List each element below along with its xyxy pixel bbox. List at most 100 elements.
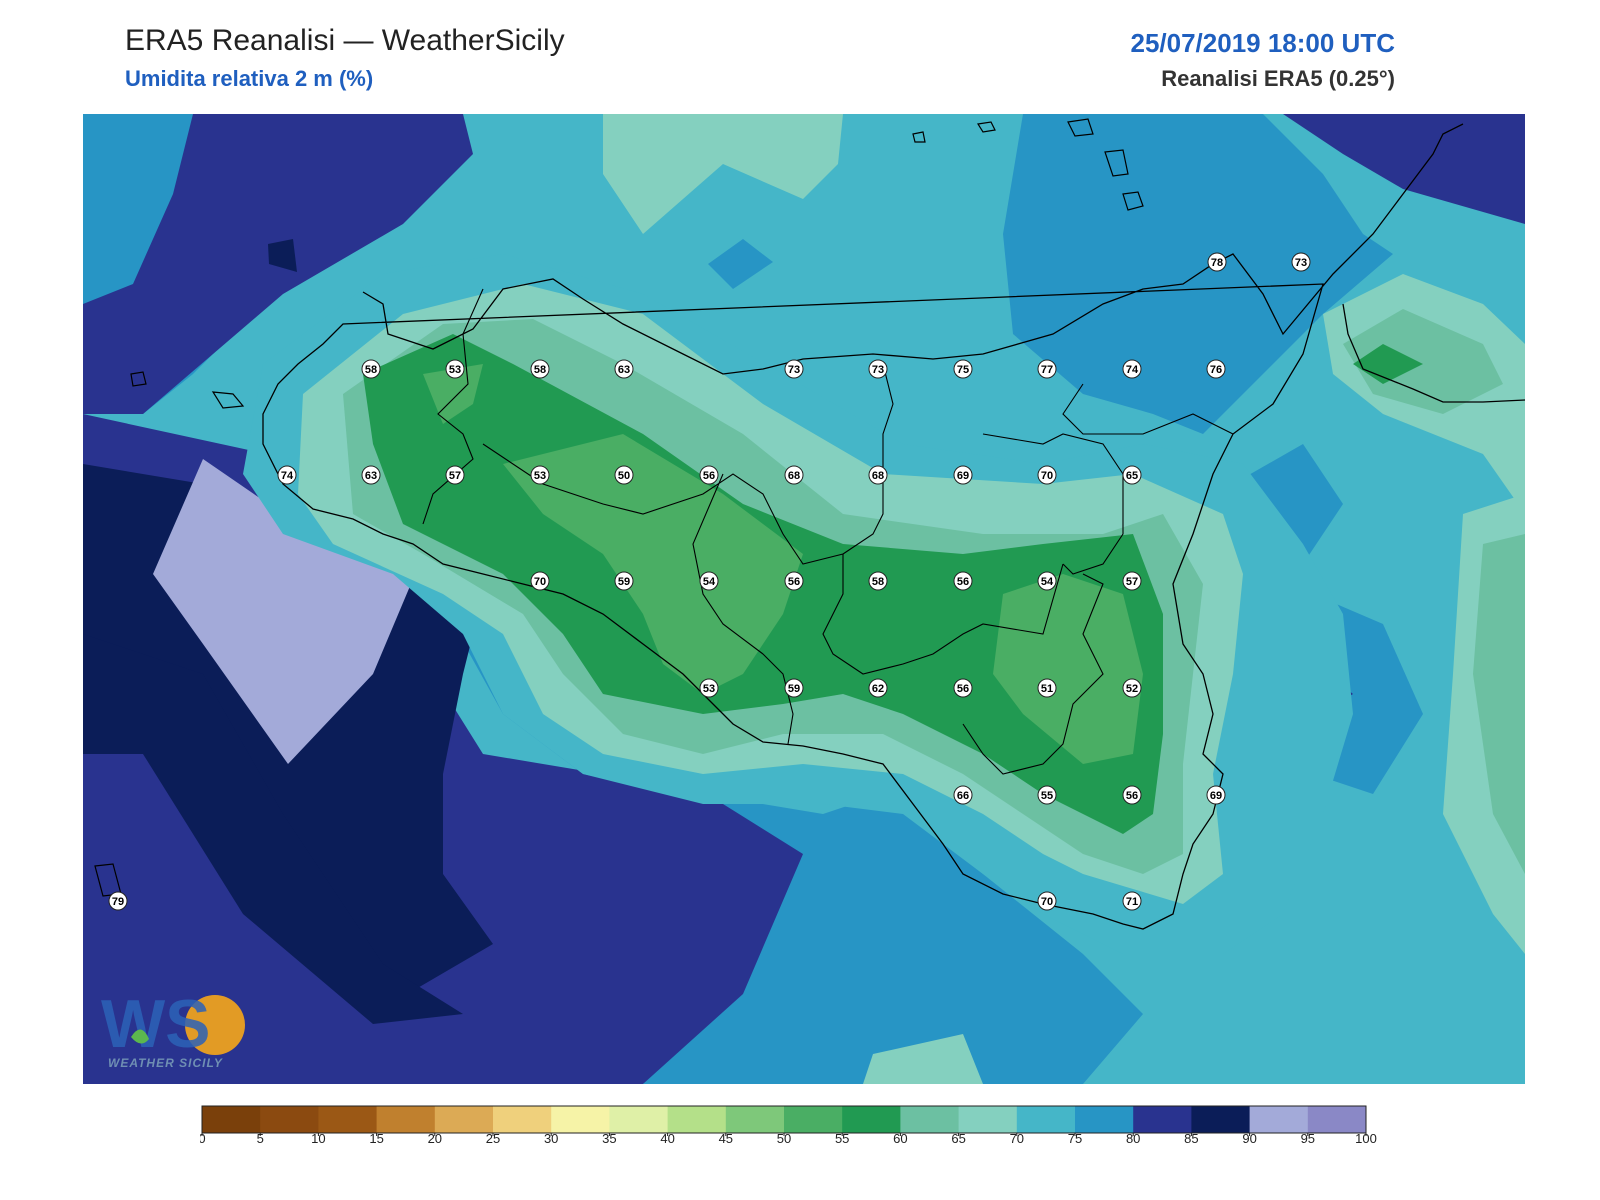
station-value: 79	[112, 896, 124, 908]
field-90-nw-small	[268, 239, 297, 272]
colorbar-tick-label: 90	[1242, 1131, 1256, 1145]
coastline-calabria	[1342, 303, 1525, 403]
station-marker: 70	[530, 571, 550, 591]
station-value: 70	[534, 576, 546, 588]
station-marker: 58	[868, 571, 888, 591]
station-value: 63	[618, 364, 630, 376]
field-80-south	[443, 514, 1143, 1084]
station-value: 70	[1041, 470, 1053, 482]
station-marker: 73	[868, 359, 888, 379]
station-value: 54	[1041, 576, 1054, 588]
station-marker: 59	[784, 678, 804, 698]
station-marker: 73	[1291, 252, 1311, 272]
station-marker: 54	[1037, 571, 1057, 591]
colorbar-cell	[260, 1106, 319, 1133]
station-value: 63	[365, 470, 377, 482]
station-value: 69	[1210, 790, 1222, 802]
colorbar-tick-label: 15	[369, 1131, 383, 1145]
station-marker: 55	[1037, 785, 1057, 805]
station-marker: 59	[614, 571, 634, 591]
station-marker: 63	[361, 465, 381, 485]
colorbar-cell	[202, 1106, 261, 1133]
station-value: 57	[449, 470, 461, 482]
map-datetime: 25/07/2019 18:00 UTC	[1130, 28, 1395, 58]
station-value: 52	[1126, 683, 1138, 695]
station-marker: 51	[1037, 678, 1057, 698]
colorbar-tick-label: 70	[1010, 1131, 1024, 1145]
colorbar-cell	[493, 1106, 552, 1133]
station-marker: 58	[361, 359, 381, 379]
coastline-sicily	[262, 123, 1464, 930]
station-marker: 53	[445, 359, 465, 379]
station-marker: 76	[1206, 359, 1226, 379]
colorbar-tick-label: 75	[1068, 1131, 1082, 1145]
field-70-top	[603, 114, 843, 234]
colorbar-cell	[434, 1106, 494, 1133]
field-60-ne	[1353, 344, 1423, 384]
station-marker: 56	[784, 571, 804, 591]
colorbar-tick-label: 20	[428, 1131, 442, 1145]
colorbar-tick-label: 80	[1126, 1131, 1140, 1145]
colorbar-cell	[1075, 1106, 1134, 1133]
station-value: 56	[788, 576, 800, 588]
colorbar-cell	[900, 1106, 960, 1133]
map-title: ERA5 Reanalisi — WeatherSicily	[125, 24, 565, 57]
station-marker: 77	[1037, 359, 1057, 379]
station-marker: 56	[699, 465, 719, 485]
station-value: 56	[957, 576, 969, 588]
station-marker: 65	[1122, 465, 1142, 485]
colorbar-cell	[725, 1106, 785, 1133]
colorbar-tick-label: 50	[777, 1131, 791, 1145]
station-value: 71	[1126, 896, 1138, 908]
logo-text: WEATHER SICILY	[108, 1056, 223, 1070]
station-value: 73	[1295, 257, 1307, 269]
colorbar-tick-label: 55	[835, 1131, 849, 1145]
station-marker: 56	[953, 678, 973, 698]
station-marker: 53	[699, 678, 719, 698]
station-marker: 69	[953, 465, 973, 485]
colorbar-tick-label: 30	[544, 1131, 558, 1145]
station-value: 53	[703, 683, 715, 695]
station-value: 68	[872, 470, 884, 482]
colorbar-tick-label: 85	[1184, 1131, 1198, 1145]
colorbar-cell	[551, 1106, 610, 1133]
colorbar-cell	[1133, 1106, 1192, 1133]
station-value: 68	[788, 470, 800, 482]
colorbar-cell	[318, 1106, 378, 1133]
field-65-ne	[1343, 309, 1503, 414]
station-marker: 78	[1207, 252, 1227, 272]
field-80-se	[1233, 444, 1343, 564]
station-marker: 56	[1122, 785, 1142, 805]
station-marker: 75	[953, 359, 973, 379]
coastline-islands	[94, 118, 1144, 897]
station-value: 56	[1126, 790, 1138, 802]
colorbar-cell	[376, 1106, 436, 1133]
field-80-nm	[708, 239, 773, 289]
station-value: 50	[618, 470, 630, 482]
colorbar-cell	[842, 1106, 901, 1133]
colorbar-cell	[1249, 1106, 1309, 1133]
station-labels: 58 53 58 63 73 73 75 77 74 76 78 73 74 63 57 53 50 56 68 68…	[108, 252, 1311, 911]
station-value: 53	[449, 364, 461, 376]
station-marker: 50	[614, 465, 634, 485]
colorbar-tick-label: 95	[1301, 1131, 1315, 1145]
station-value: 75	[957, 364, 969, 376]
station-value: 69	[957, 470, 969, 482]
station-value: 76	[1210, 364, 1222, 376]
station-marker: 79	[108, 891, 128, 911]
station-marker: 52	[1122, 678, 1142, 698]
station-value: 65	[1126, 470, 1138, 482]
colorbar: 0 5 10 15 20 25 30 35 40 45 50 55 60 65 70 75 80 85 90 95 10…	[200, 1105, 1377, 1145]
station-value: 74	[281, 470, 294, 482]
station-value: 51	[1041, 683, 1053, 695]
station-value: 59	[618, 576, 630, 588]
colorbar-cell	[1307, 1106, 1367, 1133]
field-90-west-b	[83, 634, 463, 1024]
station-value: 58	[872, 576, 884, 588]
station-marker: 74	[1122, 359, 1142, 379]
station-value: 78	[1211, 257, 1223, 269]
station-marker: 66	[953, 785, 973, 805]
station-marker: 58	[530, 359, 550, 379]
station-value: 77	[1041, 364, 1053, 376]
station-marker: 53	[530, 465, 550, 485]
